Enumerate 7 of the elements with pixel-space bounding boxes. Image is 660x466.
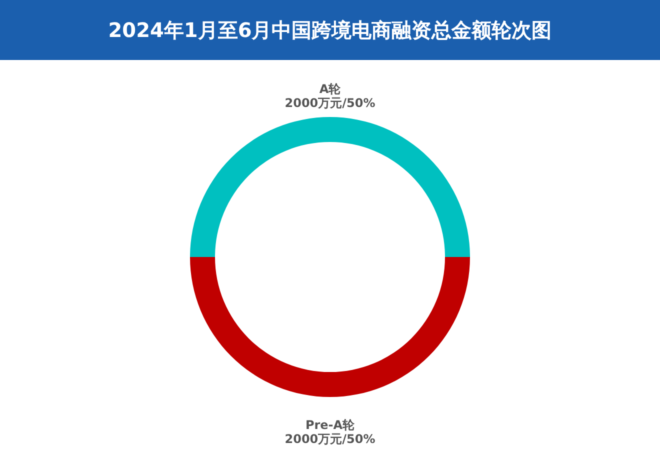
- donut-slice: [190, 117, 470, 257]
- slice-label: Pre-A轮: [305, 418, 356, 432]
- chart-title: 2024年1月至6月中国跨境电商融资总金额轮次图: [0, 0, 660, 60]
- data-label: 2000万元/50%: [284, 96, 376, 110]
- donut-slice: [190, 257, 470, 397]
- data-label: 2000万元/50%: [284, 432, 376, 446]
- slice-label: A轮: [319, 82, 342, 96]
